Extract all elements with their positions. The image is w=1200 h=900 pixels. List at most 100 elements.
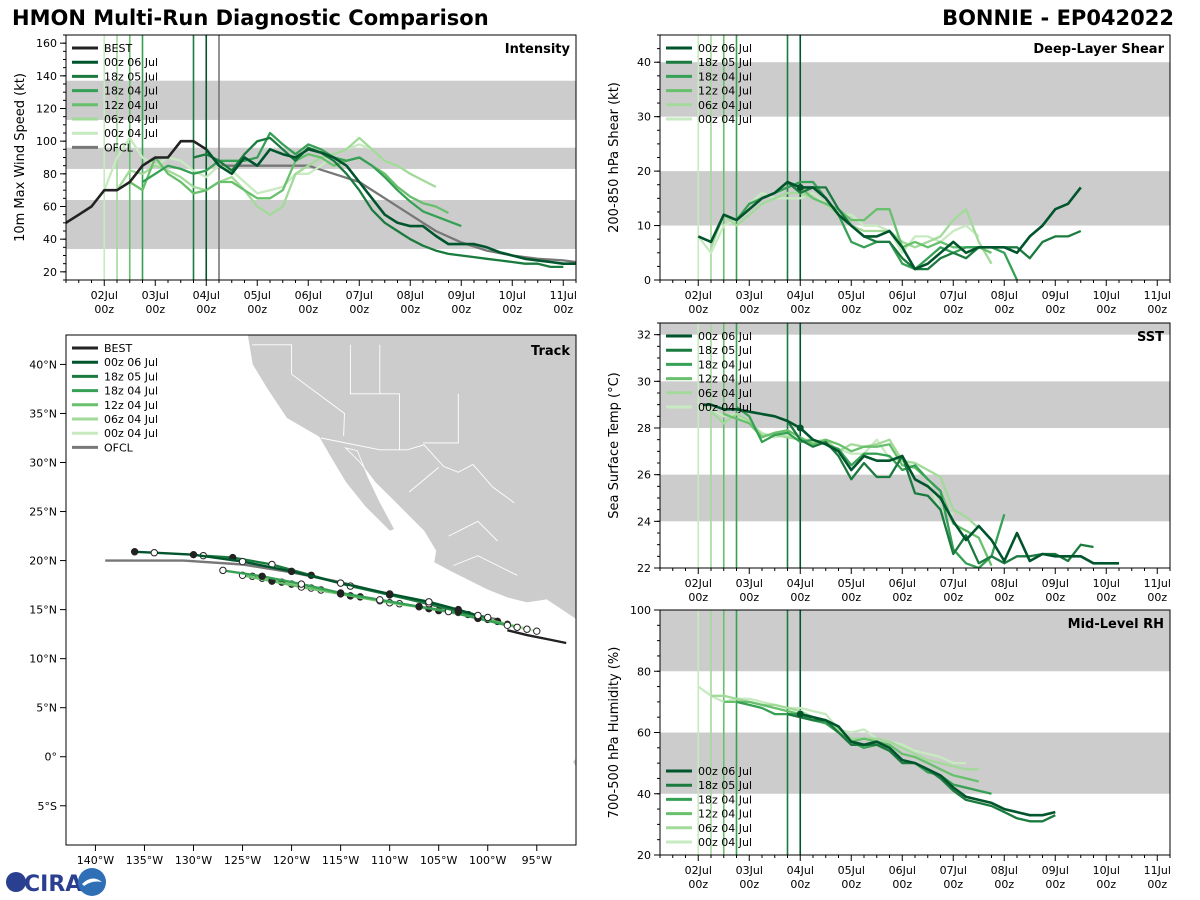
track-border-line — [349, 344, 400, 450]
rh-legend-label: 00z 06 Jul — [698, 765, 752, 778]
intensity-xtick-label: 05Jul 00z — [244, 289, 271, 316]
logo-text: CIRA — [24, 872, 82, 897]
intensity-legend-label: 00z 06 Jul — [104, 56, 158, 69]
track-border-line — [453, 555, 518, 576]
shear-xtick-hour: 00z — [892, 303, 912, 316]
rh-ytick-label: 80 — [637, 665, 651, 678]
sst-xtick-hour: 00z — [994, 591, 1014, 604]
rh-xtick-label: 07Jul 00z — [940, 864, 967, 891]
rh-xtick-day: 04Jul — [787, 864, 814, 877]
sst-xtick-label: 05Jul 00z — [838, 577, 865, 604]
rh-xtick-label: 06Jul 00z — [889, 864, 916, 891]
logo-globe-icon — [6, 872, 26, 892]
track-series-line — [134, 550, 479, 617]
rh-ytick-label: 20 — [637, 849, 651, 862]
rh-title: Mid-Level RH — [1068, 617, 1164, 632]
intensity-band — [66, 199, 576, 249]
rh-xtick-hour: 00z — [688, 878, 708, 891]
intensity-legend-label: OFCL — [104, 141, 134, 154]
track-marker — [336, 589, 345, 597]
sst-ytick-label: 28 — [637, 422, 651, 435]
sst-xtick-hour: 00z — [892, 591, 912, 604]
rh-legend-label: 06z 04 Jul — [698, 822, 752, 835]
rh-xtick-label: 10Jul 00z — [1093, 864, 1120, 891]
page-title: HMON Multi-Run Diagnostic Comparison — [12, 6, 489, 30]
sst-xtick-day: 06Jul — [889, 577, 916, 590]
intensity-ytick-label: 40 — [43, 233, 57, 246]
intensity-xtick-label: 02Jul 00z — [91, 289, 118, 316]
intensity-series-line — [219, 164, 576, 264]
shear-xtick-hour: 00z — [1096, 303, 1116, 316]
rh-ytick-label: 40 — [637, 788, 651, 801]
sst-xtick-hour: 00z — [1147, 591, 1167, 604]
shear-title: Deep-Layer Shear — [1033, 42, 1164, 57]
track-legend-label: 18z 05 Jul — [104, 370, 158, 383]
track-ytick-label: 20°N — [29, 555, 57, 568]
track-marker — [336, 579, 345, 587]
intensity-xtick-hour: 00z — [247, 303, 267, 316]
sst-xtick-label: 06Jul 00z — [889, 577, 916, 604]
shear-band — [660, 62, 1170, 117]
intensity-xtick-day: 02Jul — [91, 289, 118, 302]
track-ytick-label: 0° — [45, 751, 58, 764]
sst-xtick-day: 02Jul — [685, 577, 712, 590]
sst-legend-label: 12z 04 Jul — [698, 373, 752, 386]
track-border-line — [252, 344, 345, 437]
shear-xtick-day: 02Jul — [685, 289, 712, 302]
intensity-ytick-label: 140 — [36, 70, 57, 83]
intensity-xtick-label: 11Jul 00z — [550, 289, 577, 316]
intensity-xtick-label: 09Jul 00z — [448, 289, 475, 316]
shear-ylabel: 200-850 hPa Shear (kt) — [607, 82, 622, 233]
intensity-xtick-label: 03Jul 00z — [142, 289, 169, 316]
intensity-series-line — [141, 131, 462, 228]
sst-ytick-label: 24 — [637, 515, 651, 528]
shear-xtick-day: 06Jul — [889, 289, 916, 302]
track-land-mass — [246, 335, 576, 620]
intensity-legend-label: 12z 04 Jul — [104, 99, 158, 112]
track-xtick-label: 105°W — [420, 854, 457, 867]
intensity-xtick-hour: 00z — [196, 303, 216, 316]
intensity-xtick-hour: 00z — [94, 303, 114, 316]
rh-xtick-hour: 00z — [994, 878, 1014, 891]
shear-xtick-hour: 00z — [688, 303, 708, 316]
sst-current-marker — [796, 424, 804, 432]
shear-xtick-label: 11Jul 00z — [1144, 289, 1171, 316]
track-xtick-label: 125°W — [224, 854, 261, 867]
sst-xtick-day: 03Jul — [736, 577, 763, 590]
track-border-line — [423, 393, 459, 444]
intensity-xtick-day: 07Jul — [346, 289, 373, 302]
shear-legend-label: 06z 04 Jul — [698, 99, 752, 112]
shear-legend-label: 18z 04 Jul — [698, 70, 752, 83]
shear-xtick-label: 07Jul 00z — [940, 289, 967, 316]
shear-band — [660, 171, 1170, 226]
sst-xtick-hour: 00z — [739, 591, 759, 604]
shear-xtick-label: 04Jul 00z — [787, 289, 814, 316]
shear-current-marker — [796, 183, 804, 191]
track-border-line — [448, 520, 498, 542]
shear-xtick-hour: 00z — [943, 303, 963, 316]
intensity-xtick-hour: 00z — [145, 303, 165, 316]
track-series-line — [507, 629, 567, 645]
intensity-legend-label: 18z 04 Jul — [104, 85, 158, 98]
track-marker — [219, 566, 227, 575]
shear-xtick-label: 02Jul 00z — [685, 289, 712, 316]
shear-ytick-label: 10 — [637, 220, 651, 233]
track-ytick-label: 25°N — [29, 506, 57, 519]
track-marker — [287, 567, 296, 576]
rh-legend-label: 00z 04 Jul — [698, 836, 752, 849]
rh-legend-label: 18z 05 Jul — [698, 779, 752, 792]
track-marker — [513, 623, 521, 631]
intensity-xtick-label: 06Jul 00z — [295, 289, 322, 316]
shear-ytick-label: 20 — [637, 165, 651, 178]
rh-current-marker — [796, 710, 804, 718]
shear-xtick-hour: 00z — [739, 303, 759, 316]
intensity-legend-label: 18z 05 Jul — [104, 70, 158, 83]
track-marker — [415, 602, 423, 611]
intensity-xtick-hour: 00z — [349, 303, 369, 316]
rh-xtick-label: 11Jul 00z — [1144, 864, 1171, 891]
intensity-ytick-label: 20 — [43, 266, 57, 279]
